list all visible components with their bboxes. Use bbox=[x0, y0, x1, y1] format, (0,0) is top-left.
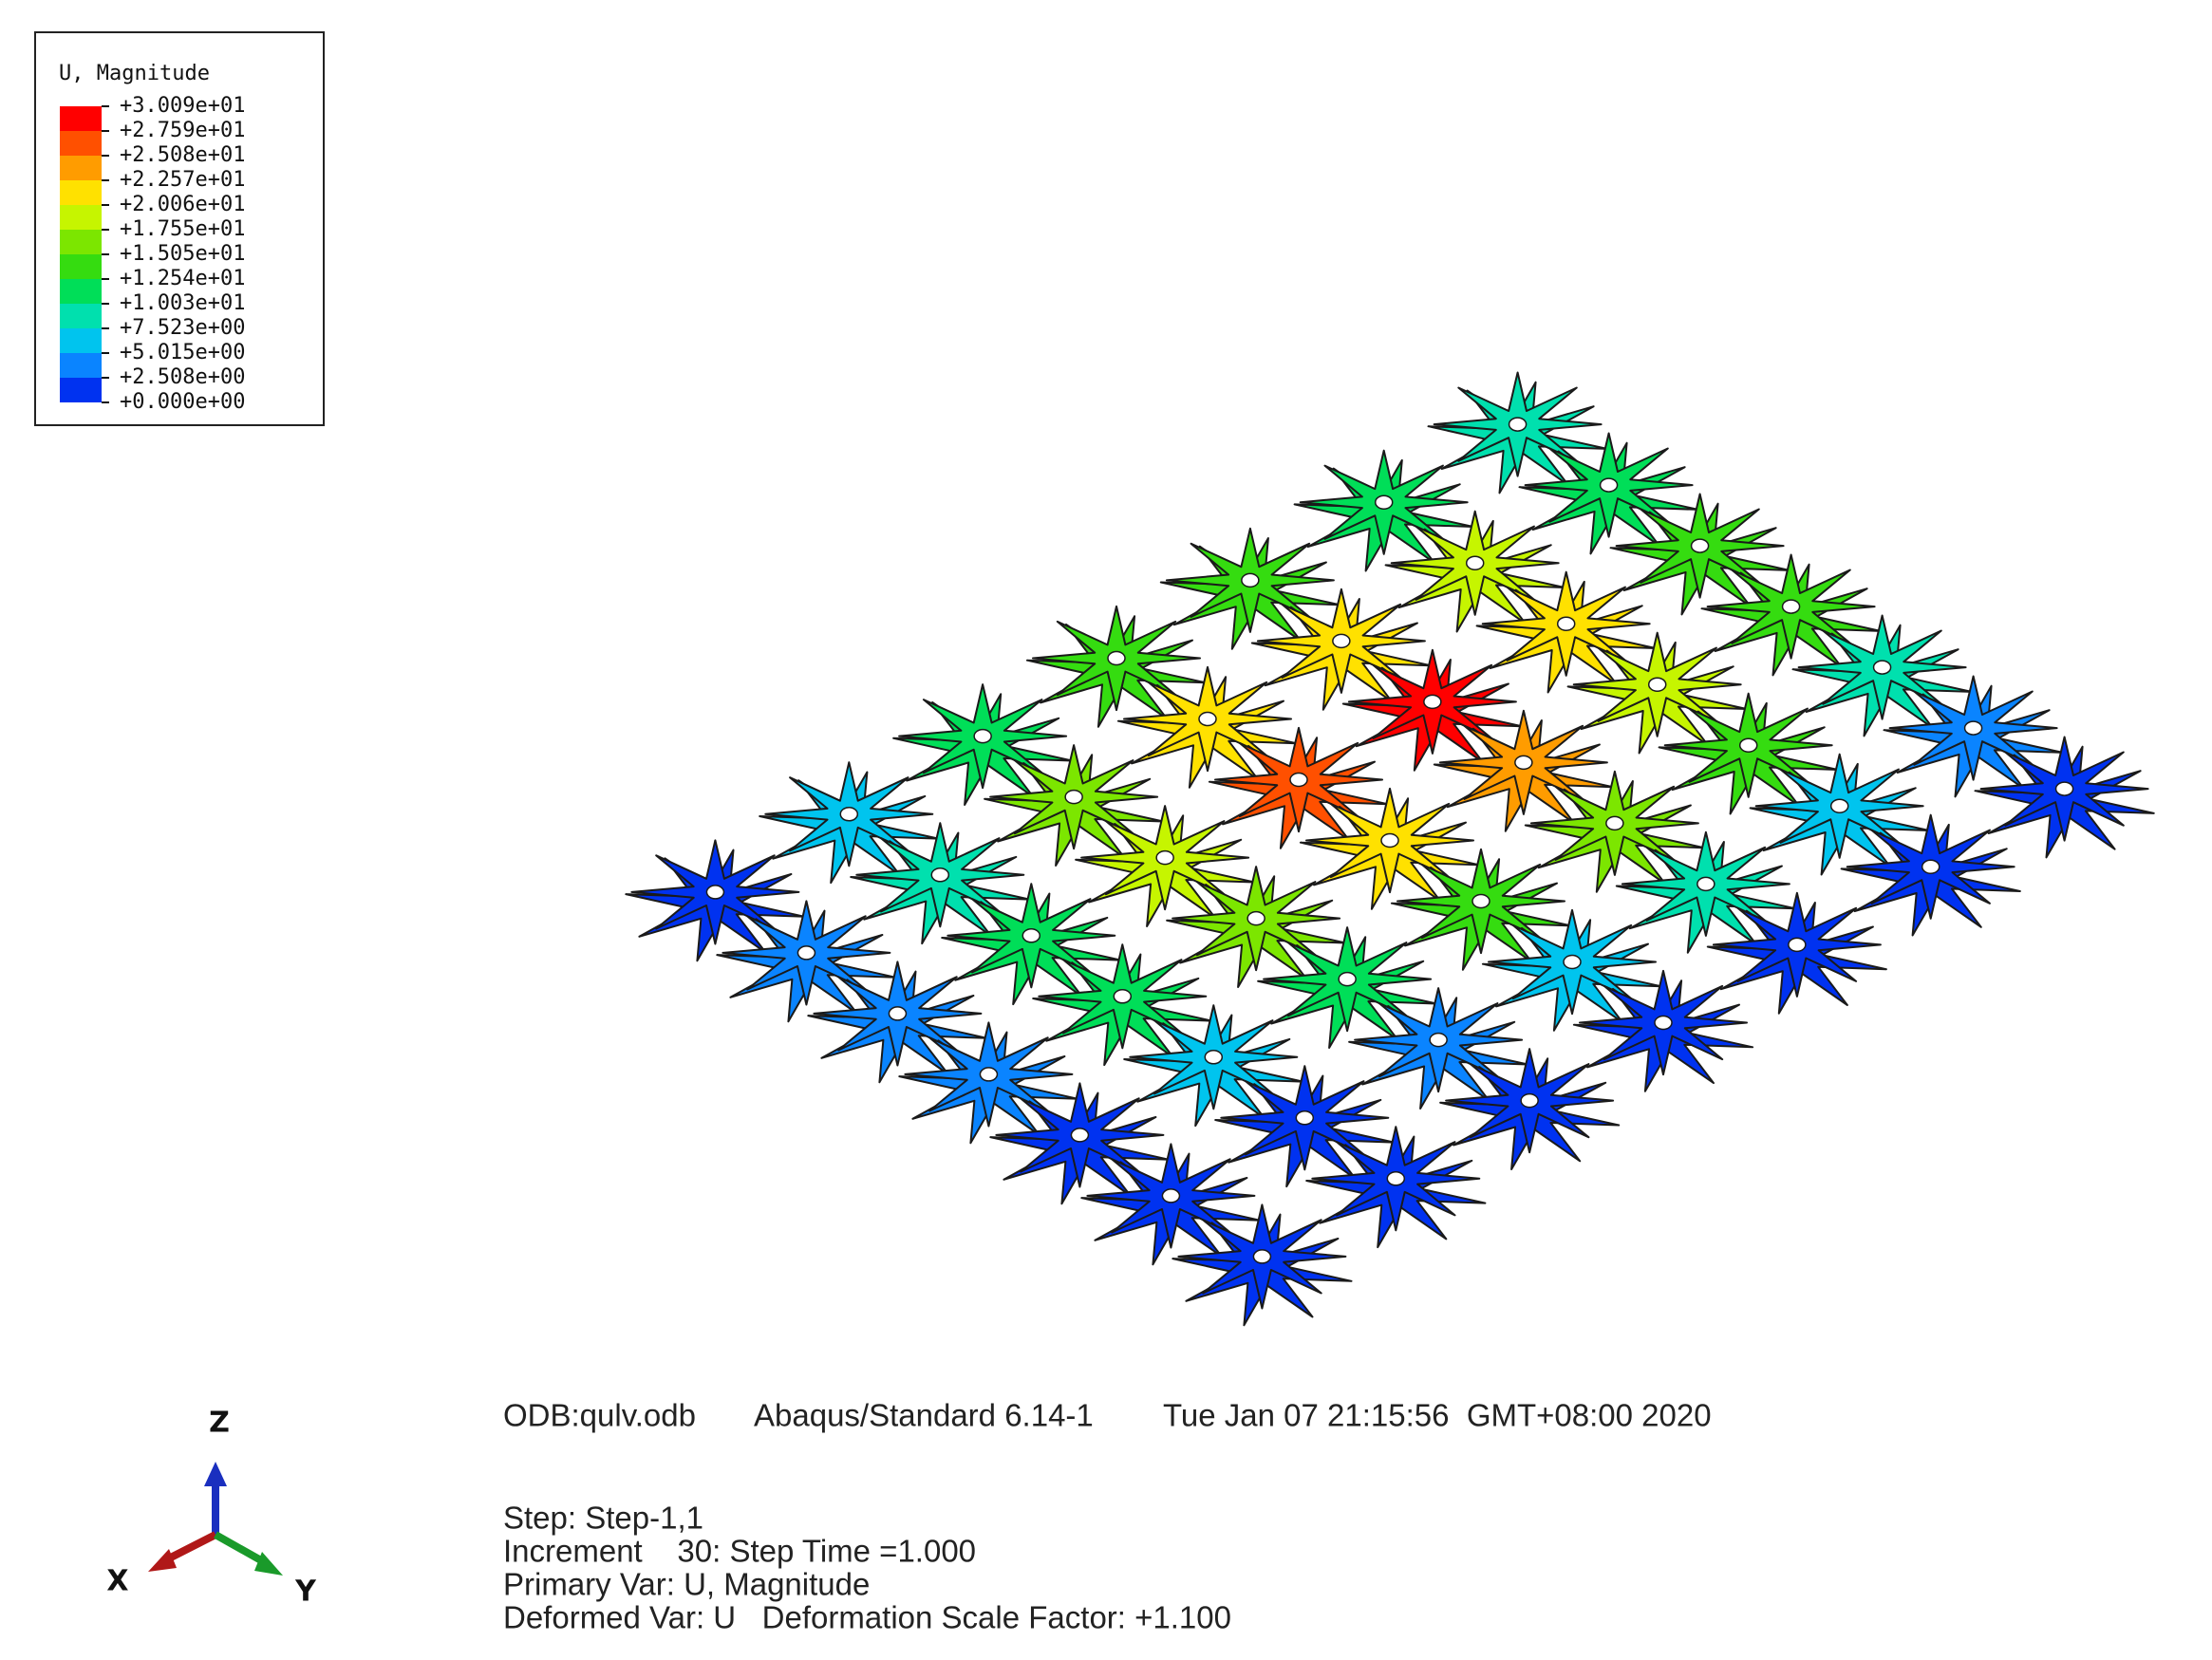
mesh-hole bbox=[1654, 1015, 1673, 1031]
mesh-hole bbox=[1241, 572, 1260, 588]
step-info: Step: Step-1,1 bbox=[503, 1501, 703, 1536]
legend-label: +5.015e+00 bbox=[120, 341, 245, 364]
x-arrow bbox=[148, 1549, 177, 1572]
mesh-hole bbox=[839, 807, 859, 822]
legend-label: +2.508e+01 bbox=[120, 143, 245, 167]
legend-label: +1.505e+01 bbox=[120, 242, 245, 266]
mesh-hole bbox=[1788, 937, 1807, 953]
legend-band bbox=[60, 254, 102, 279]
mesh-hole bbox=[1696, 876, 1715, 892]
mesh-hole bbox=[1423, 694, 1442, 710]
mesh-hole bbox=[1386, 1171, 1406, 1186]
legend-label: +3.009e+01 bbox=[120, 94, 245, 118]
y-axis bbox=[214, 1531, 270, 1568]
mesh-hole bbox=[973, 728, 992, 744]
mesh-hole bbox=[1380, 832, 1399, 849]
legend-band bbox=[60, 180, 102, 205]
mesh-hole bbox=[1289, 772, 1308, 788]
z-arrow bbox=[204, 1462, 227, 1486]
x-label: X bbox=[106, 1565, 128, 1598]
mesh-hole bbox=[1198, 711, 1217, 727]
mesh-hole bbox=[1872, 660, 1892, 675]
legend-label: +1.003e+01 bbox=[120, 291, 245, 315]
mesh-hole bbox=[1921, 859, 1940, 874]
mesh-hole bbox=[1605, 815, 1624, 831]
mesh-hole bbox=[1374, 494, 1394, 510]
legend-band bbox=[60, 378, 102, 402]
mesh-hole bbox=[979, 1067, 999, 1082]
legend-band bbox=[60, 205, 102, 230]
legend-label: +2.006e+01 bbox=[120, 193, 245, 216]
mesh-hole bbox=[1690, 538, 1710, 553]
axis-triad: Z X Y bbox=[106, 1407, 317, 1609]
mesh-hole bbox=[1107, 650, 1126, 666]
mesh-hole bbox=[1472, 893, 1490, 909]
mesh-hole bbox=[1332, 633, 1351, 649]
primary-var: Primary Var: U, Magnitude bbox=[503, 1567, 870, 1602]
z-label: Z bbox=[209, 1407, 230, 1440]
increment-info: Increment 30: Step Time =1.000 bbox=[503, 1534, 976, 1569]
mesh-hole bbox=[1508, 417, 1528, 432]
mesh-hole bbox=[1781, 599, 1801, 614]
mesh-hole bbox=[1070, 1128, 1090, 1143]
mesh-hole bbox=[1338, 971, 1357, 987]
legend-label: +2.257e+01 bbox=[120, 168, 245, 192]
legend-label: +1.254e+01 bbox=[120, 267, 245, 290]
y-label: Y bbox=[294, 1576, 317, 1609]
legend-scale: +3.009e+01+2.759e+01+2.508e+01+2.257e+01… bbox=[60, 94, 245, 414]
mesh-hole bbox=[1064, 789, 1083, 805]
legend-band bbox=[60, 106, 102, 131]
mesh-hole bbox=[1963, 720, 1983, 736]
mesh-hole bbox=[930, 867, 950, 883]
mesh-hole bbox=[1204, 1050, 1224, 1065]
legend-label: +2.508e+00 bbox=[120, 365, 245, 389]
mesh-hole bbox=[1113, 989, 1133, 1004]
mesh-hole bbox=[1022, 928, 1041, 943]
mesh-hole bbox=[1738, 737, 1758, 753]
legend-label: +1.755e+01 bbox=[120, 217, 245, 241]
legend-label: +0.000e+00 bbox=[120, 390, 245, 414]
mesh-hole bbox=[1647, 677, 1667, 692]
mesh-hole bbox=[1155, 849, 1174, 866]
mesh-hole bbox=[1161, 1188, 1181, 1203]
mesh-hole bbox=[797, 945, 816, 961]
mesh-hole bbox=[705, 885, 725, 900]
y-arrow bbox=[254, 1552, 283, 1576]
run-date: Tue Jan 07 21:15:56 GMT+08:00 2020 bbox=[1163, 1398, 1712, 1433]
model-view bbox=[625, 371, 2155, 1327]
legend-band bbox=[60, 279, 102, 304]
legend-label: +7.523e+00 bbox=[120, 316, 245, 340]
mesh-hole bbox=[1429, 1032, 1448, 1048]
legend-band bbox=[60, 156, 102, 180]
mesh-hole bbox=[1563, 954, 1582, 970]
legend-band bbox=[60, 131, 102, 156]
mesh-hole bbox=[1514, 755, 1533, 771]
legend-band bbox=[60, 304, 102, 328]
mesh-hole bbox=[1252, 1249, 1272, 1264]
mesh-hole bbox=[1556, 616, 1576, 631]
mesh-hole bbox=[1520, 1092, 1539, 1109]
mesh-hole bbox=[888, 1006, 908, 1021]
legend-band bbox=[60, 353, 102, 378]
odb-name: ODB:qulv.odb bbox=[503, 1398, 696, 1433]
legend-title: U, Magnitude bbox=[59, 62, 210, 85]
mesh-hole bbox=[1599, 477, 1619, 493]
mesh-hole bbox=[1295, 1110, 1315, 1126]
mesh-hole bbox=[1465, 555, 1485, 570]
mesh-hole bbox=[2054, 781, 2074, 796]
legend-band bbox=[60, 230, 102, 254]
mesh-hole bbox=[1829, 798, 1849, 813]
mesh-hole bbox=[1247, 910, 1265, 926]
deformed-var: Deformed Var: U Deformation Scale Factor… bbox=[503, 1600, 1231, 1635]
legend-band bbox=[60, 328, 102, 353]
legend-label: +2.759e+01 bbox=[120, 119, 245, 142]
solver-version: Abaqus/Standard 6.14-1 bbox=[754, 1398, 1094, 1433]
